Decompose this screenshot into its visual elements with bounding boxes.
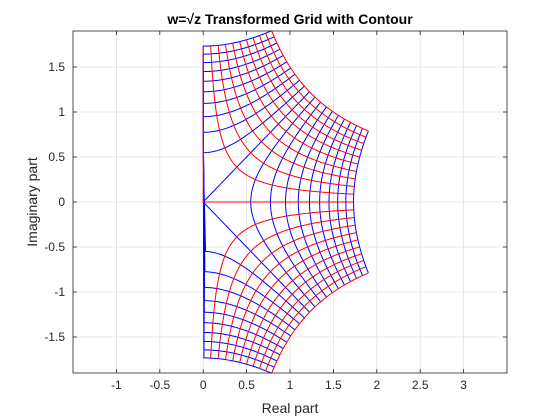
x-tick-label: 2.5 [412, 378, 429, 392]
grid-curve-red [265, 33, 367, 138]
y-tick-label: -1 [54, 285, 65, 299]
grid-curve-red [259, 259, 364, 369]
grid-curve-red [202, 46, 354, 203]
grid-curve-red [225, 44, 356, 180]
axis-ticks: -1 -0.5 0 0.5 1 1.5 2 2.5 3 -1.5 -1 -0.5 0 0.5 1 1.5 [44, 31, 507, 392]
y-tick-label: -1.5 [44, 330, 65, 344]
grid-curve-red [246, 246, 360, 365]
y-tick-label: 1 [58, 105, 65, 119]
grid-curve-red [252, 37, 362, 151]
grid-curve-red [259, 35, 364, 145]
x-axis-label: Real part [262, 400, 319, 416]
x-tick-label: 3 [460, 378, 467, 392]
grid-curve-red [239, 41, 359, 165]
x-tick-label: 1.5 [325, 378, 342, 392]
grid-curve-red [210, 45, 354, 195]
x-tick-label: 1 [287, 378, 294, 392]
y-tick-label: 1.5 [48, 60, 65, 74]
grid-curve-red [232, 43, 357, 172]
grid-curve-red [225, 224, 356, 360]
x-tick-label: 0 [200, 378, 207, 392]
data-curves [202, 30, 369, 374]
x-tick-label: 2 [373, 378, 380, 392]
grid-curve-red [239, 239, 359, 363]
x-tick-label: -0.5 [149, 378, 170, 392]
grid-curve-red [246, 39, 360, 158]
grid-curve-red [210, 209, 354, 359]
grid-curve-red [265, 266, 367, 371]
plot-title: w=√z Transformed Grid with Contour [166, 11, 413, 27]
grid-curve-red [252, 253, 362, 367]
y-tick-label: 0 [58, 195, 65, 209]
y-tick-label: 0.5 [48, 150, 65, 164]
grid-curve-red [232, 232, 357, 361]
grid-curve-red [217, 45, 355, 187]
y-tick-label: -0.5 [44, 240, 65, 254]
x-tick-label: -1 [111, 378, 122, 392]
grid-curve-red [271, 272, 369, 374]
grid-curve-red [271, 30, 369, 132]
y-axis-label: Imaginary part [24, 157, 40, 247]
grid-curve-red [217, 217, 355, 359]
x-tick-label: 0.5 [238, 378, 255, 392]
